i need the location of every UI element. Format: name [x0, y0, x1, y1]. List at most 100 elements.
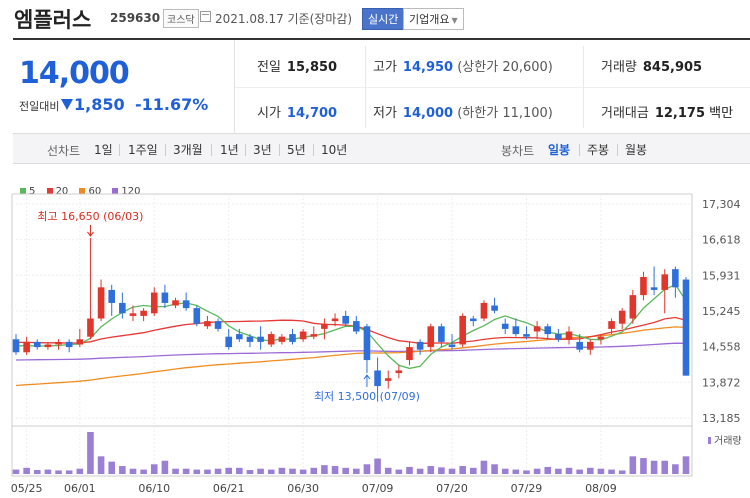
range-3y[interactable]: 3년 — [253, 143, 272, 157]
y-tick-label: 14,558 — [702, 341, 741, 354]
stock-name: 엠플러스 — [14, 8, 92, 32]
prev-close: 전일 15,850 — [257, 56, 337, 75]
volume-bar — [384, 467, 392, 474]
volume-bar — [108, 461, 116, 474]
volume-bar — [470, 467, 477, 474]
as-of-date: 2021.08.17 기준(장마감) — [215, 12, 353, 26]
range-3m[interactable]: 3개월 — [173, 143, 203, 157]
candle-body — [119, 302, 126, 314]
candle-body — [225, 336, 232, 348]
high-price: 고가 14,950 (상한가 20,600) — [373, 56, 553, 75]
candle-body — [342, 315, 349, 324]
range-10y[interactable]: 10년 — [321, 143, 348, 157]
volume-bar — [214, 468, 222, 474]
candle-body — [257, 336, 264, 342]
high-label: 고가 — [373, 60, 397, 75]
volume-bar — [501, 468, 509, 474]
realtime-button[interactable]: 실시간 — [362, 8, 405, 30]
range-separator — [165, 144, 166, 156]
volume-bar — [650, 460, 658, 474]
high-annotation: 최고 16,650 (06/03) — [37, 210, 143, 223]
volume-bar — [491, 464, 498, 474]
range-separator — [119, 144, 120, 156]
volume-legend-swatch — [708, 437, 711, 444]
range-1d[interactable]: 1일 — [94, 143, 113, 157]
ma-legend: 5 20 60 120 — [20, 186, 149, 197]
candle-separator — [579, 144, 580, 156]
volume-bar — [640, 458, 647, 474]
y-tick-label: 15,931 — [702, 269, 741, 282]
volume-bar — [150, 464, 158, 474]
candle-body — [140, 310, 147, 316]
line-chart-label: 선차트 — [47, 144, 81, 158]
candle-monthly[interactable]: 월봉 — [625, 143, 648, 157]
candle-body — [544, 326, 552, 335]
candle-body — [533, 326, 541, 332]
volume-bar — [406, 466, 413, 474]
candle-body — [267, 334, 275, 345]
volume-bar — [544, 466, 552, 474]
candle-body — [512, 326, 520, 335]
candle-body — [278, 336, 286, 342]
volume-bar — [289, 468, 296, 474]
legend-ma60: 60 — [79, 186, 101, 197]
candle-body — [161, 292, 169, 303]
volume-axis-label: 거래량 — [714, 435, 742, 447]
volume-bar — [182, 468, 190, 474]
current-price: 14,000 — [19, 56, 130, 91]
volume-bar — [76, 468, 84, 474]
volume-bar — [321, 465, 328, 474]
price-change: 1,850 — [61, 95, 125, 114]
x-tick-label: 07/09 — [362, 482, 394, 495]
company-info-dropdown[interactable]: 기업개요 ▼ — [403, 8, 464, 30]
volume-bar — [448, 468, 456, 474]
lower-limit: (하한가 11,100) — [457, 106, 553, 121]
volume-bar — [459, 466, 466, 474]
candle-body — [214, 321, 222, 329]
high-value: 14,950 — [402, 60, 454, 75]
ma120-line — [15, 342, 687, 361]
volume-bar — [416, 468, 424, 474]
candle-body — [363, 326, 371, 361]
x-tick-label: 06/01 — [64, 482, 96, 495]
candle-body — [76, 339, 84, 345]
volume-bar — [140, 469, 147, 474]
candle-body — [374, 370, 381, 387]
volume-bar — [246, 470, 254, 474]
candle-daily[interactable]: 일봉 — [548, 143, 571, 157]
candle-weekly[interactable]: 주봉 — [587, 143, 610, 157]
volume-panel-frame — [11, 425, 693, 477]
volume-bar — [119, 466, 126, 474]
range-1w[interactable]: 1주일 — [128, 143, 158, 157]
amount-value: 12,175 — [654, 106, 706, 121]
quote-panel: 14,000 전일대비 1,850 -11.67% 전일 15,850 시가 14,… — [13, 38, 750, 134]
y-tick-label: 13,872 — [702, 376, 741, 389]
legend-ma20-swatch — [46, 188, 53, 194]
legend-ma5-label: 5 — [29, 186, 36, 197]
volume-label: 거래량 — [601, 60, 637, 75]
candle-body — [438, 326, 445, 342]
open-label: 시가 — [257, 106, 281, 121]
volume: 거래량 845,905 — [601, 56, 702, 75]
price-change-pct: -11.67% — [135, 95, 209, 114]
range-separator — [279, 144, 280, 156]
candle-body — [246, 336, 254, 342]
volume-bar — [395, 469, 403, 474]
open-value: 14,700 — [286, 106, 338, 121]
range-1y[interactable]: 1년 — [220, 143, 239, 157]
candle-body — [236, 334, 243, 340]
candle-body — [97, 287, 105, 319]
volume-bar — [480, 460, 488, 474]
volume-bar — [331, 466, 339, 474]
legend-ma120-swatch — [112, 188, 119, 194]
candle-body — [395, 370, 403, 374]
range-5y[interactable]: 5년 — [287, 143, 306, 157]
x-tick-label: 07/20 — [436, 482, 468, 495]
volume-bar — [12, 469, 20, 474]
candle-body — [501, 323, 509, 329]
candle-body — [23, 341, 30, 353]
candle-body — [182, 300, 190, 309]
column-divider — [583, 46, 584, 128]
range-separator — [245, 144, 246, 156]
volume-bar — [597, 468, 605, 474]
